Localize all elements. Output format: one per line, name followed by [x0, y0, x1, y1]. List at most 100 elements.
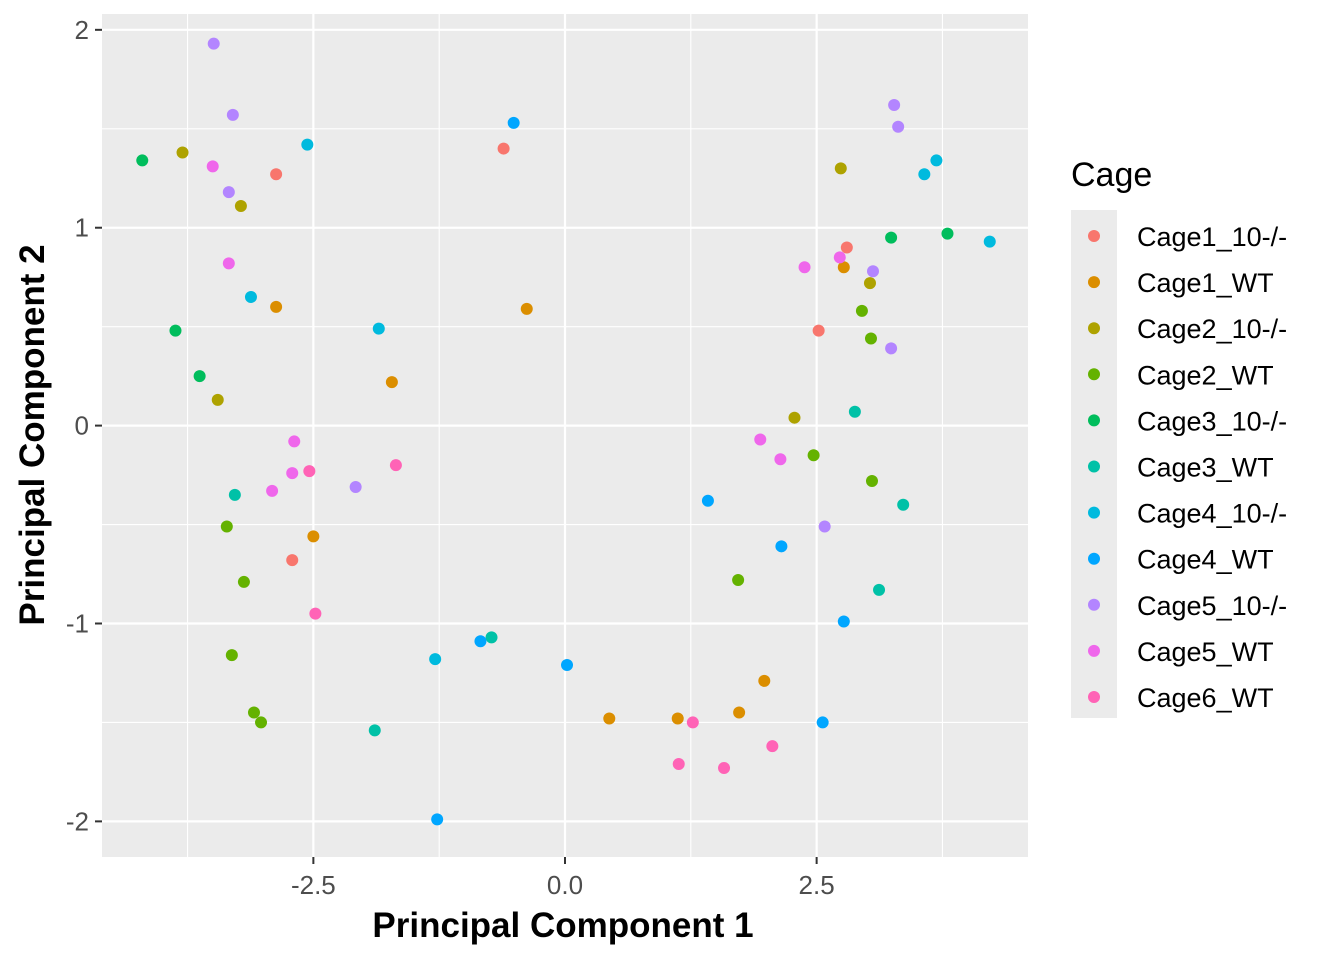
legend-label: Cage1_10-/- [1137, 222, 1287, 252]
data-point [603, 712, 616, 725]
legend-key [1088, 414, 1100, 427]
data-point [372, 322, 385, 335]
data-point [941, 227, 954, 240]
legend-key [1088, 506, 1100, 519]
data-point [837, 261, 850, 274]
data-point [222, 186, 235, 199]
data-point [561, 659, 574, 672]
data-point [873, 583, 886, 596]
legend-key [1088, 276, 1100, 289]
data-point [930, 154, 943, 167]
data-point [864, 332, 877, 345]
data-point [833, 251, 846, 264]
data-point [349, 480, 362, 493]
data-point [286, 554, 299, 567]
major-gridlines [102, 14, 1028, 857]
legend-label: Cage5_10-/- [1137, 591, 1287, 621]
x-axis-ticks: -2.5 0.0 2.5 [291, 857, 835, 900]
x-axis-title: Principal Component 1 [372, 906, 753, 945]
data-point [672, 757, 685, 770]
data-point [897, 498, 910, 511]
y-tick-label: 1 [75, 213, 89, 243]
data-point [270, 168, 283, 181]
data-point [247, 706, 260, 719]
data-point [237, 575, 250, 588]
legend-label: Cage5_WT [1137, 637, 1274, 667]
data-point [228, 488, 241, 501]
x-tick-label: 2.5 [799, 870, 835, 900]
data-point [788, 411, 801, 424]
data-point [255, 716, 268, 729]
legend-title: Cage [1071, 156, 1152, 194]
data-point [855, 304, 868, 317]
data-point [497, 142, 510, 155]
data-point [431, 813, 444, 826]
legend-label: Cage2_WT [1137, 360, 1274, 390]
data-point [211, 393, 224, 406]
data-point [176, 146, 189, 159]
data-point [301, 138, 314, 151]
data-point [733, 706, 746, 719]
data-point [918, 168, 931, 181]
data-point [892, 120, 905, 133]
data-point [389, 459, 402, 472]
legend-key [1088, 644, 1100, 657]
data-point [286, 467, 299, 480]
data-point [222, 257, 235, 270]
data-point [671, 712, 684, 725]
data-point [807, 449, 820, 462]
data-point [837, 615, 850, 628]
data-point [169, 324, 182, 337]
data-point [754, 433, 767, 446]
legend-label: Cage3_WT [1137, 453, 1274, 483]
data-point [307, 530, 320, 543]
data-point [207, 37, 220, 50]
data-point [686, 716, 699, 729]
data-point [775, 540, 788, 553]
x-tick-label: 0.0 [547, 870, 583, 900]
data-point [220, 520, 233, 533]
legend-key [1088, 230, 1100, 242]
legend-label: Cage1_WT [1137, 268, 1274, 298]
data-point [288, 435, 301, 448]
legend-key [1088, 460, 1100, 473]
data-point [888, 99, 901, 112]
data-point [226, 108, 239, 121]
data-point [234, 199, 247, 212]
y-tick-label: -2 [66, 806, 89, 836]
legend-key [1088, 598, 1100, 611]
data-point [812, 324, 825, 337]
data-point [798, 261, 811, 274]
data-point [848, 405, 861, 418]
data-point [507, 116, 520, 129]
data-point [309, 607, 322, 620]
data-point [520, 302, 533, 315]
data-point [385, 376, 398, 389]
legend-items: Cage1_10-/- Cage1_WT Cage2_10-/- Cage2_WT Ca… [1088, 222, 1287, 713]
data-point [866, 265, 879, 278]
data-point [885, 231, 898, 244]
y-tick-label: 2 [75, 15, 89, 45]
legend-label: Cage6_WT [1137, 683, 1274, 713]
data-point [758, 674, 771, 687]
data-point [766, 740, 779, 753]
data-point [816, 716, 829, 729]
legend-key [1088, 322, 1100, 335]
legend-key [1088, 552, 1100, 565]
data-point [983, 235, 996, 248]
data-point [429, 653, 442, 666]
data-point [732, 573, 745, 586]
legend-key [1088, 691, 1100, 703]
legend-key [1088, 368, 1100, 381]
data-point [840, 241, 853, 254]
legend-label: Cage3_10-/- [1137, 406, 1287, 436]
legend-label: Cage2_10-/- [1137, 314, 1287, 344]
x-tick-label: -2.5 [291, 870, 336, 900]
data-point [206, 160, 219, 173]
data-point [701, 494, 714, 507]
y-tick-label: -1 [66, 608, 89, 638]
data-point [865, 475, 878, 488]
data-point [266, 484, 279, 497]
data-point [225, 649, 238, 662]
